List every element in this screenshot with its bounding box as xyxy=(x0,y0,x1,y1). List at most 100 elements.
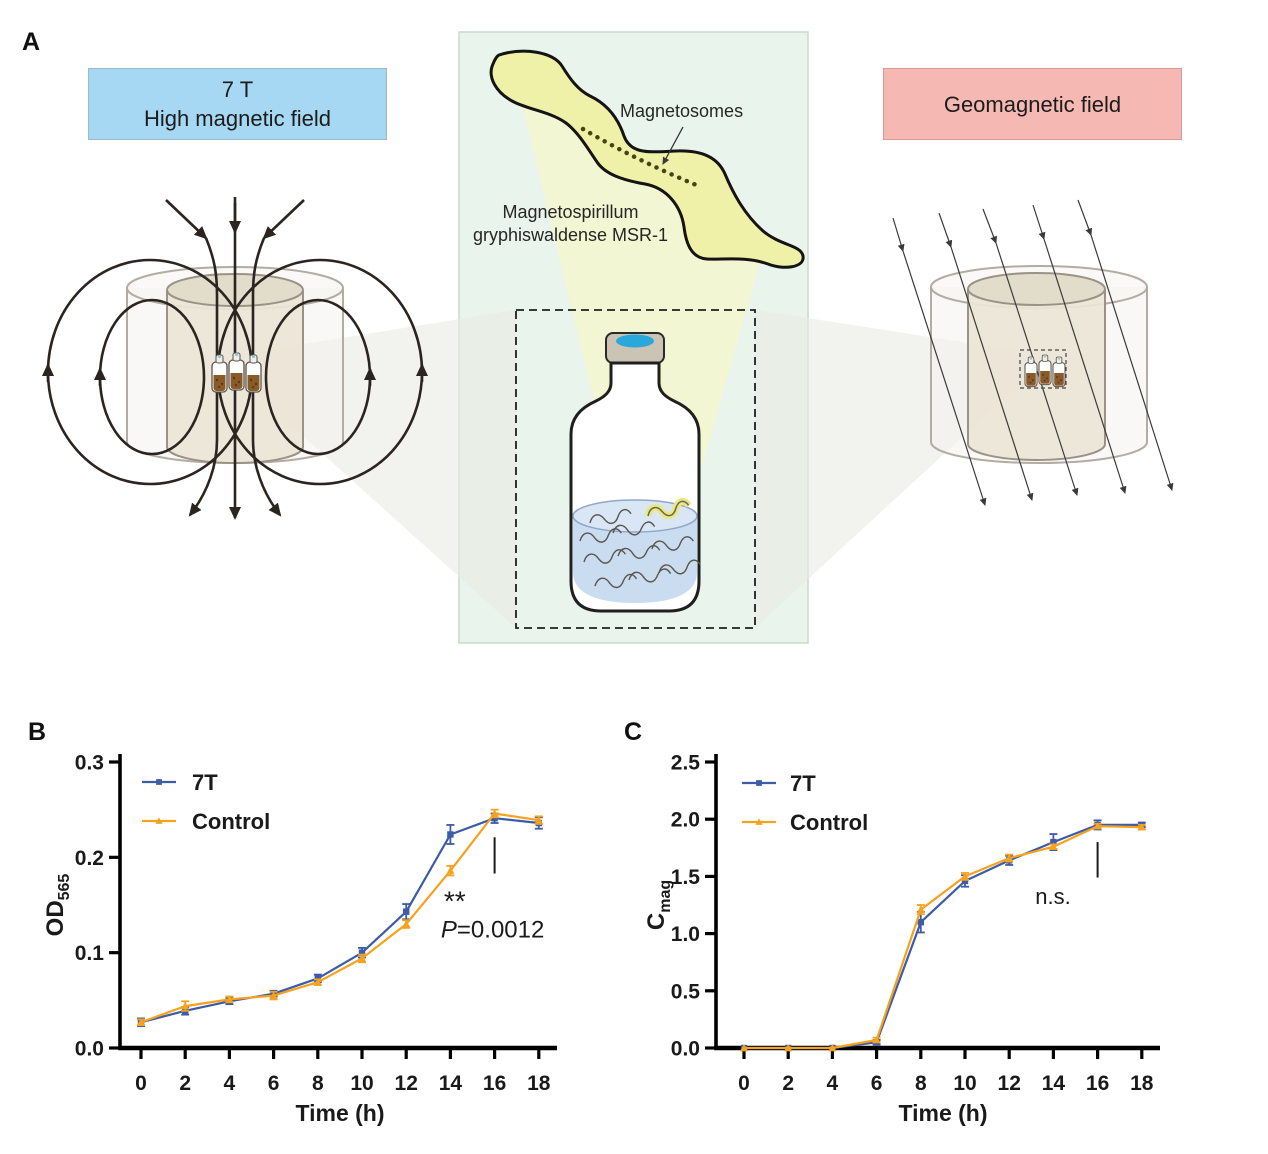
species-line2: gryphiswaldense MSR-1 xyxy=(472,225,669,246)
data-marker xyxy=(403,908,410,915)
species-line1: Magnetospirillum xyxy=(502,202,639,222)
data-marker xyxy=(784,1044,793,1052)
data-marker xyxy=(1050,838,1057,846)
legend-label: Control xyxy=(192,809,270,834)
series-line xyxy=(140,817,539,1024)
high-field-line1: 7 T xyxy=(221,77,254,102)
data-marker xyxy=(491,815,498,822)
panel-c-label: C xyxy=(624,718,643,746)
data-marker xyxy=(917,918,924,926)
x-tick-label: 18 xyxy=(527,1072,551,1095)
culture-bottle xyxy=(569,332,702,613)
magnetosomes-label: Magnetosomes xyxy=(620,101,744,121)
x-tick-label: 14 xyxy=(1042,1072,1066,1095)
chart-B: 0.0 0.1 0.2 0.3 0 2 4 6 8 10 12 14 16 18 OD565 Time (h)… xyxy=(42,752,557,1126)
magnetosomes-pointer-arrow xyxy=(662,126,684,165)
data-marker xyxy=(961,877,969,885)
data-marker xyxy=(155,817,163,824)
p-value-label: P=0.0012 xyxy=(441,916,544,943)
y-tick-label: 2.5 xyxy=(671,752,701,775)
legend-label: 7T xyxy=(790,771,816,796)
legend-item-control: Control xyxy=(742,810,868,835)
vial-zoom-source-box xyxy=(1019,349,1067,389)
x-tick-label: 6 xyxy=(871,1072,883,1095)
legend-label: 7T xyxy=(192,770,218,795)
series-control xyxy=(137,808,543,1027)
bottle-cap-septum xyxy=(616,334,654,348)
y-tick-label: 0.0 xyxy=(671,1038,700,1061)
y-axis-title: OD565 xyxy=(42,874,73,937)
data-marker xyxy=(740,1044,748,1052)
y-axis-title: Cmag xyxy=(643,880,674,930)
data-marker xyxy=(447,831,454,838)
magnified-view-box xyxy=(515,309,756,629)
series-line xyxy=(744,824,1142,1050)
data-marker xyxy=(225,995,234,1003)
data-marker xyxy=(313,978,322,986)
x-tick-label: 4 xyxy=(224,1072,236,1095)
y-tick-label: 0.5 xyxy=(671,980,701,1003)
x-tick-label: 18 xyxy=(1130,1072,1154,1095)
x-tick-label: 10 xyxy=(953,1072,976,1095)
x-tick-label: 0 xyxy=(135,1072,147,1095)
data-marker xyxy=(1049,842,1058,850)
ns-label: n.s. xyxy=(1035,884,1070,909)
y-tick-label: 1.0 xyxy=(671,923,700,946)
data-marker xyxy=(446,866,455,874)
vials-in-chamber xyxy=(1019,349,1067,389)
data-marker xyxy=(1093,822,1102,830)
data-marker xyxy=(1137,823,1146,831)
panel-b-label: B xyxy=(28,718,47,746)
data-marker xyxy=(358,949,366,956)
x-tick-label: 8 xyxy=(915,1072,927,1095)
legend-item-7t: 7T xyxy=(142,770,218,795)
data-marker xyxy=(490,809,499,817)
legend-label: Control xyxy=(790,810,868,835)
data-marker xyxy=(534,816,543,824)
legend-item-7t: 7T xyxy=(742,771,816,796)
data-marker xyxy=(137,1018,145,1026)
x-tick-label: 16 xyxy=(1086,1072,1109,1095)
magnetosome-chain xyxy=(580,126,704,190)
data-marker xyxy=(872,1035,881,1044)
series-control xyxy=(740,822,1146,1052)
legend-item-control: Control xyxy=(142,809,270,834)
x-axis-title: Time (h) xyxy=(295,1100,384,1126)
x-tick-label: 0 xyxy=(738,1072,750,1095)
x-tick-label: 12 xyxy=(998,1072,1021,1095)
significance-stars: ** xyxy=(444,886,466,917)
x-tick-label: 8 xyxy=(312,1072,324,1095)
y-tick-label: 2.0 xyxy=(671,809,700,832)
y-tick-label: 0.2 xyxy=(75,847,104,870)
y-tick-label: 0.3 xyxy=(75,752,104,775)
culture-liquid xyxy=(573,516,697,603)
y-tick-label: 0.1 xyxy=(75,942,105,965)
data-marker xyxy=(916,905,925,913)
geomagnetic-label-box: Geomagnetic field xyxy=(883,68,1182,140)
data-marker xyxy=(1005,854,1014,862)
data-marker xyxy=(755,818,763,825)
data-marker xyxy=(181,1002,190,1010)
x-tick-label: 12 xyxy=(395,1072,418,1095)
data-marker xyxy=(156,779,162,785)
panel-a-label: A xyxy=(22,28,41,56)
x-axis-title: Time (h) xyxy=(898,1100,987,1126)
y-tick-label: 0.0 xyxy=(75,1038,104,1061)
data-marker xyxy=(402,920,411,928)
high-field-label-box: 7 T High magnetic field xyxy=(88,68,387,140)
series-line xyxy=(140,812,539,1024)
zoom-beam-yellow xyxy=(515,75,765,508)
data-marker xyxy=(961,872,969,880)
chart-C: 0.0 0.5 1.0 1.5 2.0 2.5 0 2 4 6 8 10 12 14 16 18 Cmag Tim… xyxy=(643,752,1160,1126)
x-tick-label: 2 xyxy=(782,1072,794,1095)
x-tick-label: 14 xyxy=(439,1072,463,1095)
species-label: Magnetospirillum gryphiswaldense MSR-1 xyxy=(448,201,693,248)
panel-a-illustration xyxy=(42,31,1174,644)
series-7t xyxy=(740,819,1146,1052)
geomagnetic-label: Geomagnetic field xyxy=(943,91,1122,117)
data-marker xyxy=(269,991,278,999)
y-tick-label: 1.5 xyxy=(671,866,701,889)
x-tick-label: 16 xyxy=(483,1072,506,1095)
